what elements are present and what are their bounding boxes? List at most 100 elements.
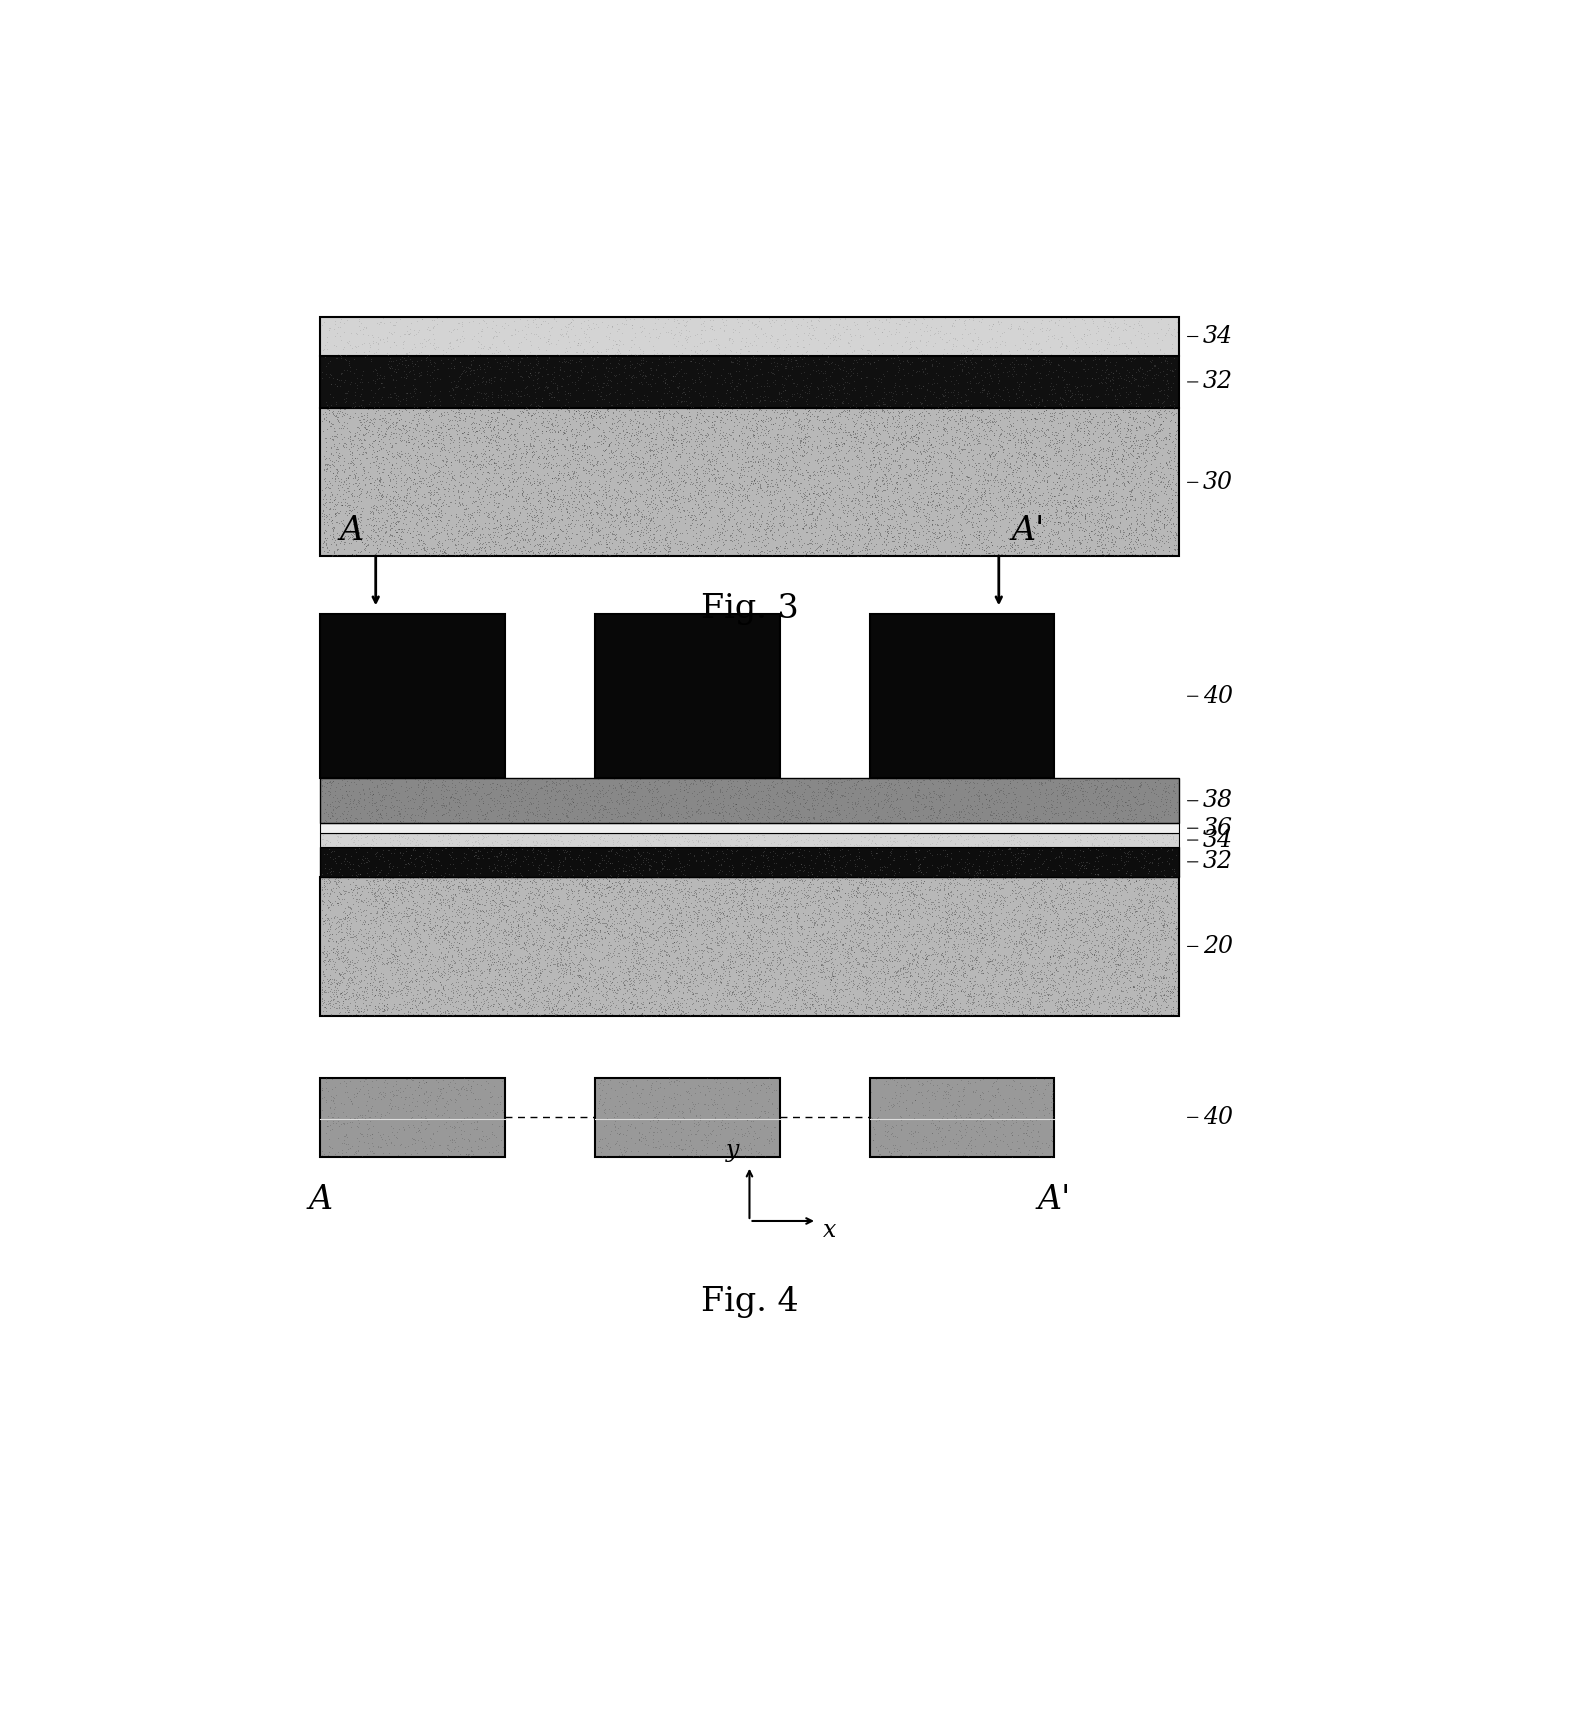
Point — [731, 926, 756, 953]
Point — [791, 766, 816, 793]
Point — [1131, 800, 1156, 828]
Point — [661, 950, 687, 978]
Point — [1030, 947, 1055, 974]
Point — [906, 850, 932, 878]
Point — [881, 912, 906, 940]
Point — [726, 941, 751, 969]
Point — [539, 492, 565, 520]
Point — [892, 996, 918, 1024]
Point — [691, 444, 717, 472]
Point — [897, 972, 922, 1000]
Point — [1125, 971, 1150, 998]
Point — [522, 955, 547, 983]
Point — [1155, 978, 1180, 1005]
Point — [842, 480, 867, 508]
Point — [679, 1088, 704, 1115]
Point — [334, 1122, 359, 1150]
Point — [962, 769, 987, 797]
Point — [566, 876, 592, 904]
Point — [414, 866, 440, 893]
Point — [413, 503, 438, 530]
Point — [687, 943, 712, 971]
Point — [998, 470, 1024, 497]
Point — [772, 807, 797, 835]
Point — [623, 478, 649, 506]
Point — [619, 477, 644, 504]
Point — [611, 461, 636, 489]
Point — [392, 503, 418, 530]
Point — [367, 499, 392, 527]
Point — [408, 952, 433, 979]
Point — [1103, 866, 1128, 893]
Point — [878, 1139, 903, 1167]
Point — [426, 879, 451, 907]
Point — [870, 952, 895, 979]
Point — [441, 988, 467, 1015]
Point — [1062, 422, 1087, 449]
Point — [346, 306, 372, 334]
Point — [405, 1115, 430, 1143]
Point — [346, 1119, 372, 1146]
Point — [475, 503, 500, 530]
Point — [473, 902, 498, 929]
Point — [473, 427, 498, 454]
Point — [908, 978, 933, 1005]
Point — [345, 893, 370, 921]
Point — [399, 1098, 424, 1126]
Point — [713, 410, 739, 437]
Point — [1074, 921, 1099, 948]
Point — [649, 392, 674, 420]
Point — [448, 785, 473, 812]
Point — [1046, 947, 1071, 974]
Point — [475, 995, 500, 1022]
Point — [532, 434, 557, 461]
Point — [630, 451, 655, 478]
Point — [571, 430, 596, 458]
Point — [1133, 907, 1158, 935]
Point — [339, 1132, 364, 1160]
Point — [763, 1113, 788, 1141]
Point — [921, 864, 946, 891]
Point — [1058, 466, 1084, 494]
Point — [869, 910, 894, 938]
Point — [1153, 964, 1179, 991]
Point — [761, 828, 786, 855]
Point — [348, 935, 373, 962]
Point — [837, 998, 862, 1026]
Point — [419, 351, 445, 379]
Point — [630, 979, 655, 1007]
Point — [483, 363, 508, 391]
Point — [883, 778, 908, 805]
Point — [342, 953, 367, 981]
Point — [905, 413, 930, 441]
Point — [1144, 891, 1169, 919]
Point — [956, 439, 981, 466]
Point — [598, 454, 623, 482]
Point — [487, 337, 513, 365]
Point — [1043, 494, 1068, 521]
Point — [445, 788, 470, 816]
Point — [452, 990, 478, 1017]
Point — [1161, 926, 1186, 953]
Point — [690, 441, 715, 468]
Point — [1024, 330, 1049, 358]
Point — [827, 516, 853, 544]
Point — [1030, 1139, 1055, 1167]
Point — [316, 950, 342, 978]
Point — [1088, 435, 1114, 463]
Point — [970, 416, 995, 444]
Point — [819, 501, 845, 528]
Point — [1001, 434, 1027, 461]
Point — [370, 769, 396, 797]
Point — [1027, 840, 1052, 867]
Point — [1111, 804, 1136, 831]
Point — [881, 461, 906, 489]
Point — [478, 1084, 503, 1112]
Point — [650, 855, 676, 883]
Point — [1071, 355, 1096, 382]
Point — [979, 418, 1005, 446]
Point — [603, 1093, 628, 1120]
Point — [834, 967, 859, 995]
Point — [487, 365, 513, 392]
Point — [718, 988, 744, 1015]
